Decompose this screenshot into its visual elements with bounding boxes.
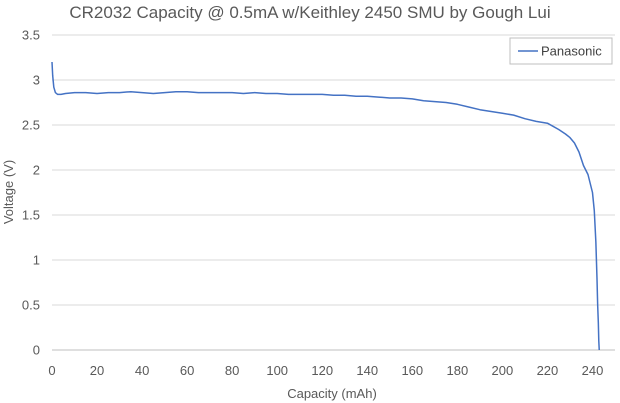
series-group [51, 61, 600, 351]
y-tick-labels: 0 0.5 1 1.5 2 2.5 3 3.5 [22, 28, 40, 358]
x-tick-label: 100 [266, 363, 288, 378]
series-line-panasonic [51, 61, 600, 351]
y-axis-label: Voltage (V) [1, 160, 16, 224]
x-tick-label: 240 [582, 363, 604, 378]
x-tick-label: 160 [401, 363, 423, 378]
legend-label-panasonic: Panasonic [541, 44, 602, 59]
x-tick-label: 200 [492, 363, 514, 378]
y-tick-label: 2 [33, 163, 40, 178]
legend: Panasonic [509, 37, 613, 65]
y-tick-label: 3 [33, 73, 40, 88]
x-tick-label: 0 [48, 363, 55, 378]
x-tick-label: 80 [225, 363, 239, 378]
x-tick-label: 220 [537, 363, 559, 378]
x-tick-label: 120 [311, 363, 333, 378]
grid-lines [52, 34, 615, 306]
x-tick-label: 180 [447, 363, 469, 378]
x-axis-label: Capacity (mAh) [287, 386, 377, 401]
y-tick-label: 0 [33, 343, 40, 358]
x-tick-labels: 0 20 40 60 80 100 120 140 160 180 200 220 240 [48, 363, 603, 378]
y-tick-label: 0.5 [22, 298, 40, 313]
x-tick-label: 40 [135, 363, 149, 378]
y-tick-label: 3.5 [22, 28, 40, 43]
chart-title: CR2032 Capacity @ 0.5mA w/Keithley 2450 … [69, 3, 550, 22]
y-tick-label: 1 [33, 253, 40, 268]
x-tick-label: 20 [90, 363, 104, 378]
y-tick-label: 2.5 [22, 118, 40, 133]
x-tick-label: 140 [356, 363, 378, 378]
x-tick-label: 60 [180, 363, 194, 378]
y-tick-label: 1.5 [22, 208, 40, 223]
